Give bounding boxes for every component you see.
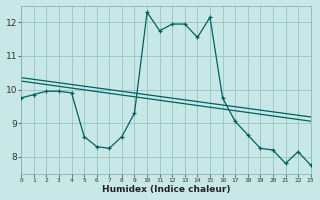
- X-axis label: Humidex (Indice chaleur): Humidex (Indice chaleur): [102, 185, 230, 194]
